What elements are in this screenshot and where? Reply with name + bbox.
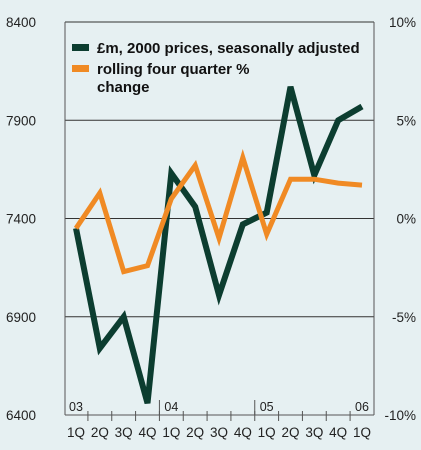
right-tick-label: -10% — [384, 408, 416, 423]
year-labels: 03 04 05 06 — [67, 399, 371, 415]
left-tick-label: 7900 — [6, 113, 36, 128]
x-tick-label: 2Q — [91, 425, 109, 440]
x-tick-label: 4Q — [234, 425, 252, 440]
year-label: 03 — [69, 400, 83, 414]
right-tick-label: 10% — [389, 15, 416, 30]
x-tick-label: 3Q — [305, 425, 323, 440]
legend-swatch-pct-change — [72, 65, 89, 72]
x-tick-label: 2Q — [281, 425, 299, 440]
legend-label-gdp: £m, 2000 prices, seasonally adjusted — [97, 40, 360, 57]
year-label: 06 — [355, 400, 369, 414]
x-tick-label: 3Q — [210, 425, 228, 440]
series-lines — [73, 86, 364, 404]
axes — [64, 22, 375, 416]
legend-label-pct-change: change — [97, 79, 150, 96]
legend-swatch-gdp — [72, 44, 89, 51]
left-axis-ticks: 6400 6900 7400 7900 8400 — [6, 15, 36, 423]
right-axis-ticks: -10% -5% 0% 5% 10% — [384, 15, 416, 423]
left-tick-label: 8400 — [6, 15, 36, 30]
series-line-gdp — [73, 86, 364, 404]
x-tick-label: 3Q — [115, 425, 133, 440]
left-tick-label: 6400 — [6, 408, 36, 423]
year-label-background — [257, 399, 276, 414]
series-line-pct-change — [73, 148, 363, 275]
x-tick-label: 1Q — [162, 425, 180, 440]
x-tick-label: 4Q — [138, 425, 156, 440]
x-tick-label: 1Q — [353, 425, 371, 440]
x-tick-label: 4Q — [329, 425, 347, 440]
x-tick-label: 1Q — [67, 425, 85, 440]
legend-label-pct-change: rolling four quarter % — [97, 61, 250, 78]
year-label: 05 — [260, 400, 274, 414]
year-label-background — [353, 399, 371, 414]
gridlines — [65, 21, 374, 318]
legend: £m, 2000 prices, seasonally adjusted roll… — [72, 40, 360, 96]
year-label: 04 — [164, 400, 178, 414]
x-tick-label: 1Q — [258, 425, 276, 440]
right-tick-label: 5% — [396, 113, 416, 128]
right-tick-label: -5% — [392, 310, 416, 325]
year-label-background — [162, 399, 181, 414]
right-tick-label: 0% — [396, 212, 416, 227]
left-tick-label: 6900 — [6, 310, 36, 325]
x-axis-ticks: 1Q 2Q 3Q 4Q 1Q 2Q 3Q 4Q 1Q 2Q 3Q 4Q 1Q — [67, 411, 371, 440]
left-tick-label: 7400 — [6, 212, 36, 227]
year-label-background — [67, 399, 85, 414]
x-tick-label: 2Q — [186, 425, 204, 440]
